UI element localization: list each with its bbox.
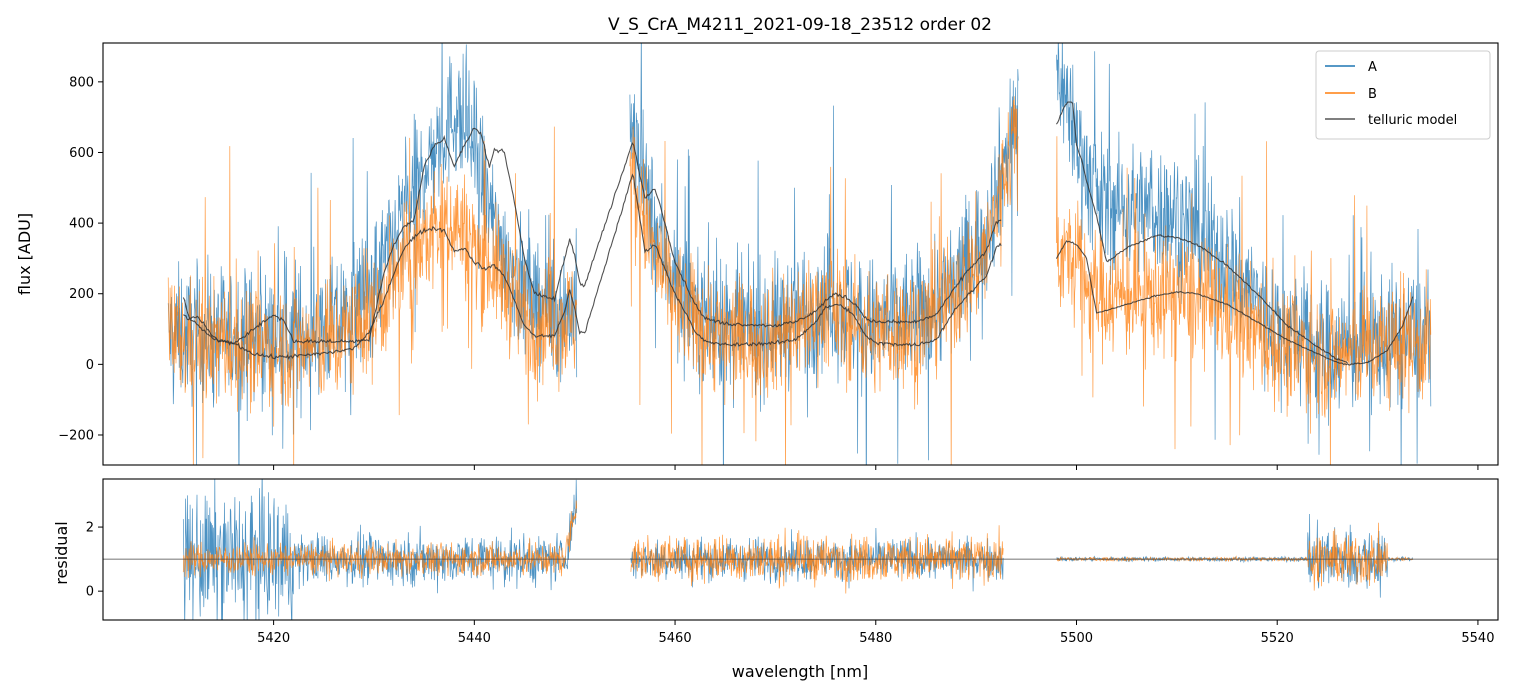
residual-a-segment-3 (1056, 513, 1414, 598)
residual-x-tick-label: 5440 (458, 631, 491, 646)
telluric-model-line-4 (1055, 240, 1414, 366)
residual-x-tick-label: 5420 (257, 631, 290, 646)
flux-y-ticks: −200 0 200 400 600 800 (58, 75, 103, 443)
residual-x-ticks: 5420 5440 5460 5480 5500 5520 5540 (257, 620, 1494, 646)
residual-y-tick-label: 0 (86, 585, 94, 600)
residual-y-label: residual (52, 521, 71, 584)
residual-x-tick-label: 5480 (859, 631, 892, 646)
chart-title: V_S_CrA_M4211_2021-09-18_23512 order 02 (608, 15, 992, 35)
telluric-model-line-1 (182, 127, 1002, 345)
flux-y-tick-label: 0 (86, 358, 94, 373)
series-b-segment-2 (629, 96, 1019, 465)
residual-x-tick-label: 5500 (1060, 631, 1093, 646)
residual-x-tick-label: 5460 (659, 631, 692, 646)
residual-x-tick-label: 5540 (1461, 631, 1494, 646)
residual-plot-area (103, 479, 1498, 620)
legend-box (1315, 50, 1491, 140)
series-b-segment-3 (1056, 136, 1432, 465)
flux-y-label: flux [ADU] (15, 213, 34, 295)
flux-y-tick-label: 800 (69, 75, 94, 90)
flux-panel: −200 0 200 400 600 800 flux [ADU] A B telluri… (15, 42, 1499, 470)
legend-label-a: A (1368, 60, 1377, 75)
telluric-model-line-3 (1055, 101, 1348, 364)
flux-y-tick-label: 600 (69, 146, 94, 161)
residual-x-tick-label: 5520 (1261, 631, 1294, 646)
legend-label-b: B (1368, 87, 1377, 102)
residual-axes-frame (102, 478, 1499, 621)
flux-axes-frame (102, 42, 1499, 466)
series-a-segment-3 (1056, 43, 1432, 465)
residual-y-ticks: 02 (86, 521, 103, 600)
flux-plot-area (167, 43, 1432, 465)
x-axis-label: wavelength [nm] (732, 662, 869, 681)
flux-y-tick-label: 400 (69, 217, 94, 232)
residual-a-segment-1 (182, 479, 578, 620)
telluric-model-line-2 (183, 173, 1002, 360)
series-b-segment-1 (167, 126, 578, 465)
legend: A B telluric model (1315, 50, 1491, 140)
series-a-segment-2 (629, 43, 1019, 465)
residual-y-tick-label: 2 (86, 521, 94, 536)
flux-y-tick-label: 200 (69, 287, 94, 302)
residual-b-segment-1 (182, 500, 578, 582)
residual-panel: 02 5420 5440 5460 5480 5500 5520 5540 residual… (52, 478, 1499, 681)
residual-b-segment-2 (630, 525, 1004, 594)
flux-y-tick-label: −200 (58, 428, 94, 443)
legend-label-model: telluric model (1368, 113, 1457, 128)
flux-x-ticks (273, 465, 1479, 470)
